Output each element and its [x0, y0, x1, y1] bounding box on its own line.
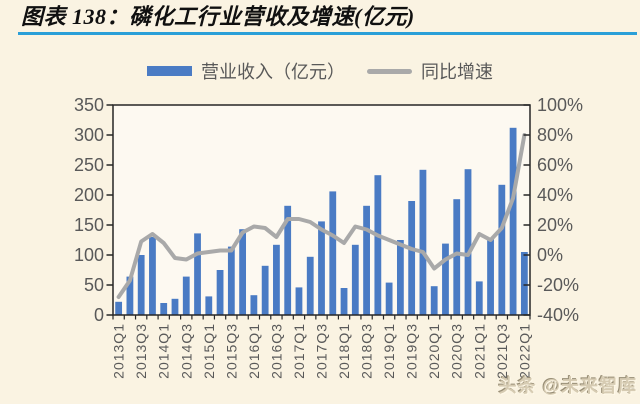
- revenue-bar: [306, 256, 314, 315]
- left-axis-label: 200: [74, 185, 104, 205]
- revenue-bar: [261, 265, 269, 315]
- right-axis-label: 0%: [537, 245, 563, 265]
- revenue-bar: [408, 201, 416, 315]
- title-underline: [18, 32, 637, 35]
- x-axis-label: 2015Q1: [201, 323, 217, 379]
- revenue-bar: [419, 169, 427, 315]
- left-axis-label: 300: [74, 125, 104, 145]
- revenue-bar: [115, 301, 123, 315]
- right-axis-label: -20%: [537, 275, 579, 295]
- revenue-bar: [250, 295, 258, 315]
- revenue-bar: [498, 184, 506, 315]
- left-axis-label: 350: [74, 95, 104, 115]
- legend-item-revenue: 营业收入（亿元）: [147, 58, 345, 84]
- left-axis-label: 250: [74, 155, 104, 175]
- x-axis-label: 2020Q1: [426, 323, 442, 379]
- legend-item-growth: 同比增速: [367, 58, 493, 84]
- chart-legend: 营业收入（亿元） 同比增速: [0, 58, 640, 84]
- x-axis-label: 2021Q1: [471, 323, 487, 379]
- revenue-bar: [126, 276, 134, 315]
- revenue-bar: [487, 238, 494, 315]
- revenue-bar: [227, 246, 235, 315]
- revenue-bar: [284, 205, 292, 315]
- x-axis-label: 2018Q1: [336, 323, 352, 379]
- revenue-bar: [351, 244, 359, 315]
- right-axis-label: 20%: [537, 215, 573, 235]
- figure-header: 图表 138：磷化工行业营收及增速(亿元): [21, 4, 632, 30]
- revenue-bar: [509, 127, 517, 315]
- revenue-bar: [194, 233, 201, 315]
- line-swatch-icon: [367, 68, 412, 74]
- x-axis-label: 2017Q1: [291, 323, 307, 379]
- revenue-bar: [453, 199, 461, 315]
- x-axis-label: 2014Q3: [178, 323, 194, 379]
- revenue-bar: [205, 296, 213, 315]
- x-axis-label: 2021Q3: [494, 323, 510, 379]
- x-axis-label: 2018Q3: [359, 323, 375, 379]
- revenue-bar: [137, 255, 145, 315]
- growth-line: [116, 133, 527, 299]
- left-axis-label: 50: [84, 275, 104, 295]
- right-axis-label: -40%: [537, 305, 579, 325]
- revenue-bar: [182, 276, 190, 315]
- revenue-bar: [216, 270, 224, 315]
- x-axis-label: 2022Q1: [516, 323, 532, 379]
- revenue-bar: [340, 288, 348, 315]
- x-axis-label: 2019Q1: [381, 323, 397, 379]
- x-axis-label: 2019Q3: [404, 323, 420, 379]
- left-axis-label: 150: [74, 215, 104, 235]
- revenue-bar: [273, 244, 280, 315]
- x-axis-label: 2020Q3: [449, 323, 465, 379]
- revenue-bar: [318, 221, 325, 315]
- watermark: 头条 @未来智库: [498, 376, 637, 396]
- revenue-bar: [295, 287, 303, 315]
- x-axis-label: 2013Q3: [133, 323, 149, 379]
- x-axis-label: 2015Q3: [223, 323, 239, 379]
- right-axis-label: 60%: [537, 155, 573, 175]
- revenue-bar: [149, 237, 156, 315]
- revenue-bar: [430, 286, 438, 315]
- right-axis-label: 100%: [537, 95, 583, 115]
- left-axis-label: 100: [74, 245, 104, 265]
- right-axis-label: 80%: [537, 125, 573, 145]
- left-axis-label: 0: [94, 305, 104, 325]
- revenue-bar: [239, 229, 247, 315]
- legend-revenue-label: 营业收入（亿元）: [201, 62, 345, 82]
- x-axis-label: 2013Q1: [111, 323, 127, 379]
- x-axis-label: 2016Q1: [246, 323, 262, 379]
- revenue-bar: [329, 191, 337, 315]
- revenue-bar: [464, 169, 472, 315]
- plot-border: [112, 104, 531, 316]
- x-axis-label: 2016Q3: [268, 323, 284, 379]
- revenue-bar: [520, 252, 528, 315]
- revenue-bar: [475, 281, 483, 315]
- x-axis-label: 2017Q3: [314, 323, 330, 379]
- revenue-bar: [363, 205, 370, 315]
- figure-title: 图表 138：磷化工行业营收及增速(亿元): [21, 4, 415, 29]
- right-axis-label: 40%: [537, 185, 573, 205]
- x-axis-label: 2014Q1: [156, 323, 172, 379]
- revenue-bar: [374, 175, 382, 315]
- revenue-bar: [442, 243, 449, 315]
- revenue-bar: [160, 303, 168, 315]
- revenue-bar: [396, 240, 404, 315]
- bar-swatch-icon: [147, 66, 192, 76]
- legend-growth-label: 同比增速: [421, 62, 493, 82]
- revenue-bar: [385, 282, 393, 315]
- revenue-bar: [171, 298, 179, 315]
